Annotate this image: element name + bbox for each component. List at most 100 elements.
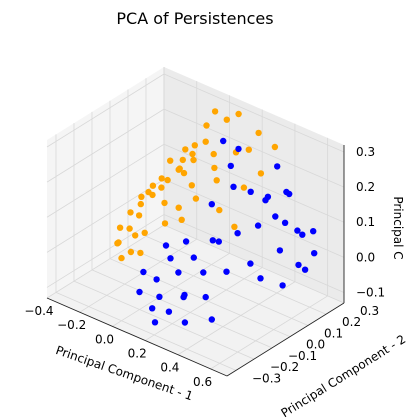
data-point [235,145,242,153]
data-point [167,157,174,164]
axes-panes [47,67,344,376]
z-tick-label: 0.2 [356,180,375,194]
data-point [127,248,135,256]
x-tick-label: 0.0 [95,332,114,346]
data-point [230,183,237,190]
data-point [311,250,318,257]
y-grid-line [109,258,291,338]
y-grid-line [163,224,345,304]
data-point [202,138,209,145]
data-point [257,275,264,282]
data-point [274,163,281,170]
data-point [299,231,306,238]
data-point [235,110,242,118]
z-grid-line [163,108,345,188]
y-grid-line [73,280,255,360]
data-point [149,305,156,312]
data-point [227,162,234,170]
data-point [295,261,302,269]
x-tick-label: −0.4 [24,304,53,318]
data-point [153,276,160,283]
y-grid-line [91,269,273,349]
data-point [145,188,152,196]
data-point [167,255,174,262]
z-grid-line [46,73,165,148]
x-grid-line [177,281,296,356]
data-point [310,228,317,235]
data-point [220,137,227,145]
z-tick-label: 0.0 [356,250,375,264]
data-point [255,129,262,137]
y-tick-label: 0.2 [342,315,361,329]
z-grid-line [46,214,165,288]
data-point [279,282,286,289]
data-point [178,216,185,223]
data-point [223,268,230,275]
data-point [213,177,220,184]
chart-title: PCA of Persistences [116,9,273,28]
data-point [116,224,124,231]
data-point [294,227,301,234]
y-tick-label: −0.1 [288,349,317,363]
data-point [208,201,215,208]
y-tick-label: 0.3 [360,304,379,318]
data-point [135,212,143,219]
data-point [175,269,182,276]
scatter-points [114,108,318,326]
data-point [190,156,197,164]
y-tick-label: −0.3 [252,371,281,385]
data-point [149,182,157,189]
data-point [175,166,182,173]
data-point [210,150,217,158]
y-tick-label: 0.0 [306,338,325,352]
y-grid-line [127,247,309,326]
data-point [189,150,196,158]
tick-labels: −0.4−0.20.00.20.40.6 −0.3−0.2−0.10.00.10.… [24,145,385,389]
data-point [191,142,198,149]
data-point [180,293,187,301]
side-pane [47,67,164,298]
data-point [223,116,230,123]
y-grid-line [55,292,237,371]
data-point [182,238,190,245]
z-grid-line [46,108,165,183]
data-point [257,170,265,177]
z-tick-label: 0.1 [356,215,375,229]
data-point [137,200,144,208]
data-point [211,164,218,172]
x-axis-line [46,297,228,377]
data-point [140,268,147,276]
data-point [200,269,207,276]
data-point [240,184,248,191]
z-grid-line [163,73,345,153]
data-point [162,242,170,249]
data-point [247,260,254,267]
x-grid-line [144,267,263,341]
data-point [164,176,171,184]
data-point [161,220,169,227]
data-point [165,308,173,315]
data-point [211,108,219,115]
z-grid-line [46,143,165,218]
data-point [151,319,159,326]
data-point [180,169,188,177]
data-point [161,199,168,207]
x-tick-label: 0.6 [193,375,212,389]
z-grid-line [163,178,345,258]
data-point [272,213,279,220]
z-tick-label: 0.3 [356,145,375,159]
z-tick-label: −0.1 [356,286,385,300]
x-tick-label: 0.4 [160,361,179,375]
data-point [281,219,289,226]
grid-lines [46,67,345,377]
data-point [271,143,279,151]
data-point [138,193,145,200]
data-point [215,238,222,245]
data-point [127,209,134,216]
data-point [203,122,210,129]
floor-pane [47,225,344,376]
x-tick-label: 0.2 [128,347,147,361]
data-point [216,206,223,214]
data-point [208,316,215,323]
data-point [192,195,200,202]
